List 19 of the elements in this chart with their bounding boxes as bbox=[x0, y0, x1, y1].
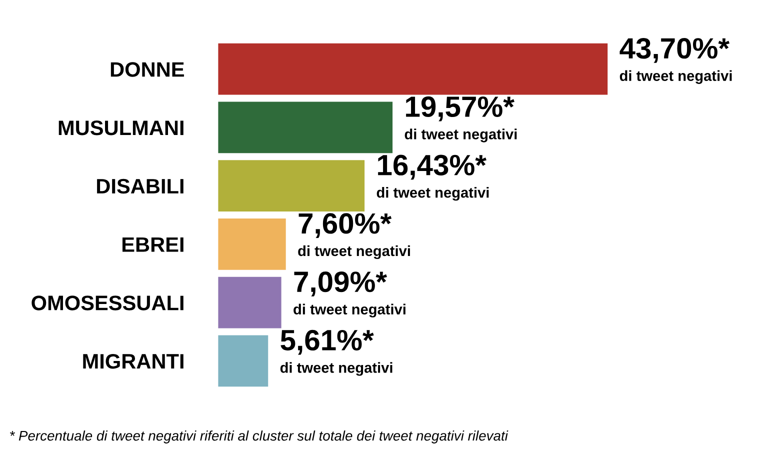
y-tick-label: DISABILI bbox=[97, 178, 184, 194]
data-label: 5,61%* di tweet negativi bbox=[280, 330, 392, 376]
text: * Percentuale di tweet negativi riferiti al cluster sul totale dei tweet negativi rilevati bbox=[10, 430, 508, 444]
bar bbox=[218, 218, 286, 270]
y-tick-label: MUSULMANI bbox=[58, 120, 184, 136]
y-tick-label: OMOSESSUALI bbox=[32, 296, 184, 310]
data-label: 7,60%* di tweet negativi bbox=[298, 213, 410, 260]
bar bbox=[218, 102, 393, 154]
data-label: 16,43%* di tweet negativi bbox=[376, 154, 489, 201]
bar bbox=[218, 160, 365, 212]
y-tick-label: DONNE bbox=[110, 62, 184, 77]
data-label: 7,09%* di tweet negativi bbox=[294, 272, 406, 318]
y-tick-label: MIGRANTI bbox=[83, 354, 184, 369]
y-tick-label: EBREI bbox=[122, 237, 184, 252]
bar bbox=[218, 43, 608, 95]
bar bbox=[218, 276, 282, 328]
bar bbox=[218, 335, 268, 387]
data-label: 19,57%* di tweet negativi bbox=[404, 96, 517, 142]
data-label: 43,70%* di tweet negativi bbox=[620, 38, 732, 84]
